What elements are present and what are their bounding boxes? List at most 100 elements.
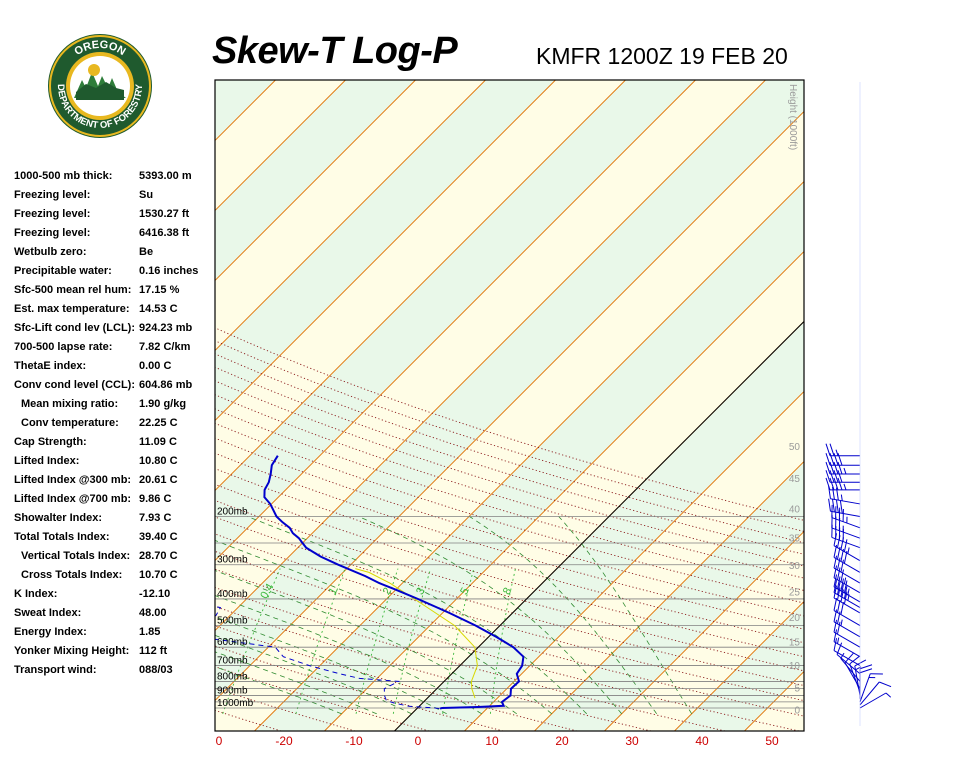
logo-top-text: OREGON [72,39,127,58]
moist-adiabat [215,539,552,715]
barb-flag [840,584,844,597]
index-row: Conv temperature: 22.25 C [14,415,214,434]
barb-flag [836,576,841,590]
barb-half-flag [843,467,847,475]
wind-barb [833,598,861,626]
x-tick-label: 20 [555,734,569,748]
barb-staff [833,545,861,562]
barb-flag [828,486,831,499]
barb-half-flag [847,547,850,554]
barb-staff [833,556,861,573]
moist-adiabat [215,651,377,715]
index-label: Lifted Index: [14,455,80,467]
barb-flag [833,629,838,642]
barb-staff [859,673,871,703]
index-row: Cap Strength: 11.09 C [14,434,214,453]
height-tick-label: 35 [789,533,801,544]
isotherm-line [215,80,556,422]
isotherm-band [215,80,804,701]
mixing-ratio-label: 2 [381,586,394,597]
barb-flag [833,638,838,651]
index-row: Cross Totals Index: 10.70 C [14,567,214,586]
barb-half-flag [840,619,843,626]
x-tick-label: 40 [695,734,709,748]
moist-adiabat [558,516,693,715]
index-row: Showalter Index: 7.93 C [14,510,214,529]
isotherm-line [215,80,696,562]
x-axis-ticks: 0 -20 -10 0 10 20 30 40 50 [216,734,779,748]
pressure-label: 600mb [217,637,248,648]
x-tick-label: 30 [625,734,639,748]
barb-flag [825,477,831,491]
mixing-ratio-label: 5 [458,586,471,597]
station-timestamp: KMFR 1200Z 19 FEB 20 [536,43,788,69]
wind-barb [833,555,861,584]
barb-flag [837,461,843,475]
isotherm-line [215,80,626,492]
index-value: 28.70 C [139,550,178,562]
wind-barb [833,638,861,666]
dry-adiabat [215,587,726,731]
index-row: Lifted Index @700 mb: 9.86 C [14,491,214,510]
wind-barb [825,470,860,483]
index-label: Freezing level: [14,227,91,239]
index-value: 604.86 mb [139,379,193,391]
index-row: K Index: -12.10 [14,586,214,605]
wind-barb [825,453,860,466]
mixing-ratio-line [295,568,346,714]
pressure-label: 400mb [217,589,248,600]
index-label: ThetaE index: [14,360,87,372]
index-row: Energy Index: 1.85 [14,624,214,643]
barb-half-flag [835,449,839,456]
height-tick-label: 0 [794,706,800,717]
index-row: Sfc-500 mean rel hum: 17.15 % [14,282,214,301]
freezing-isotherm [394,320,804,731]
parcel-trace [355,568,478,699]
barb-flag [879,681,892,688]
index-value: 6416.38 ft [139,227,190,239]
barb-staff [836,654,861,675]
index-value: 14.53 C [139,303,178,315]
index-row: Total Totals Index: 39.40 C [14,529,214,548]
barb-half-flag [840,494,843,501]
barb-flag [828,498,831,512]
wind-barb [833,565,861,594]
svg-text:OREGON: OREGON [72,39,127,58]
wind-barb [859,673,883,703]
index-row: Sfc-Lift cond lev (LCL): 924.23 mb [14,320,214,339]
moist-adiabat [215,595,482,715]
oregon-forestry-logo: OREGON DEPARTMENT OF FORESTRY [48,34,152,138]
barb-staff [833,641,861,658]
index-label: Lifted Index @300 mb: [14,474,132,486]
pressure-labels: 200mb 300mb 400mb 500mb 600mb 700mb 800mb 900mb… [217,506,254,709]
height-tick-label: 10 [789,661,801,672]
index-label: 700-500 lapse rate: [14,341,113,353]
index-label: K Index: [14,588,58,600]
isotherm-line [215,110,804,702]
moist-adiabat [215,634,412,715]
barb-flag [833,470,839,483]
index-label: Mean mixing ratio: [21,398,119,410]
index-row: Yonker Mixing Height: 112 ft [14,643,214,662]
x-tick-label: 50 [765,734,779,748]
barb-half-flag [843,483,847,491]
barb-flag [844,652,854,664]
wind-barb [859,681,892,706]
barb-flag [843,586,848,599]
moist-adiabat [215,666,342,715]
dry-adiabat [215,499,804,672]
index-label: Yonker Mixing Height: [14,645,130,657]
index-label: Conv temperature: [21,417,119,429]
barb-staff [830,510,861,517]
barb-flag [849,655,860,665]
mixing-ratio-line [392,568,432,714]
wind-barb [825,477,860,491]
barb-half-flag [885,692,892,698]
index-label: Wetbulb zero: [14,246,87,258]
index-label: Est. max temperature: [14,303,130,315]
barb-flag [833,580,838,593]
barb-staff [833,577,861,594]
barb-staff [859,681,880,706]
height-tick-label: 30 [789,561,801,572]
